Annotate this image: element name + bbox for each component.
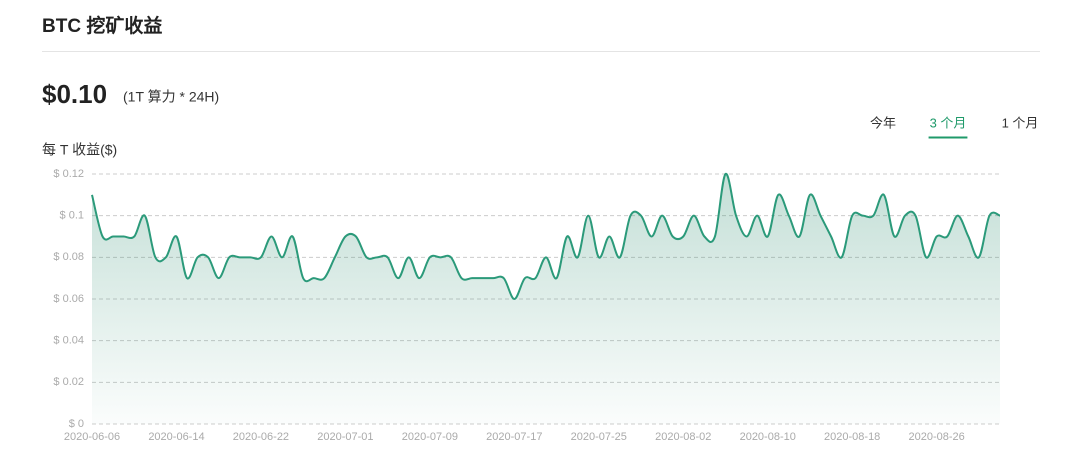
y-tick-label: $ 0.08 bbox=[53, 251, 84, 263]
y-tick-label: $ 0.04 bbox=[53, 335, 84, 347]
x-tick-label: 2020-08-18 bbox=[824, 431, 880, 443]
y-axis-label: 每 T 收益($) bbox=[42, 142, 117, 158]
x-tick-label: 2020-07-25 bbox=[571, 431, 627, 443]
tab[interactable]: 1 个月 bbox=[1002, 115, 1039, 130]
line bbox=[91, 172, 1001, 301]
y-tick-label: $ 0.12 bbox=[53, 168, 84, 180]
y-tick-label: $ 0 bbox=[69, 418, 84, 430]
y-tick-label: $ 0.02 bbox=[53, 376, 84, 388]
area-fill bbox=[92, 173, 1000, 424]
x-tick-label: 2020-06-22 bbox=[233, 431, 289, 443]
tab[interactable]: 今年 bbox=[870, 115, 896, 130]
y-tick-label: $ 0.1 bbox=[60, 210, 84, 222]
y-tick-label: $ 0.06 bbox=[53, 293, 84, 305]
x-tick-label: 2020-08-26 bbox=[909, 431, 965, 443]
x-tick-label: 2020-08-02 bbox=[655, 431, 711, 443]
x-tick-label: 2020-08-10 bbox=[740, 431, 796, 443]
x-tick-label: 2020-06-14 bbox=[148, 431, 204, 443]
x-tick-label: 2020-06-06 bbox=[64, 431, 120, 443]
price: $0.10 bbox=[42, 79, 107, 109]
price-note: (1T 算力 * 24H) bbox=[123, 89, 219, 105]
x-tick-label: 2020-07-17 bbox=[486, 431, 542, 443]
x-tick-label: 2020-07-09 bbox=[402, 431, 458, 443]
title: BTC 挖矿收益 bbox=[42, 14, 162, 37]
x-tick-label: 2020-07-01 bbox=[317, 431, 373, 443]
tab[interactable]: 3 个月 bbox=[930, 115, 967, 130]
